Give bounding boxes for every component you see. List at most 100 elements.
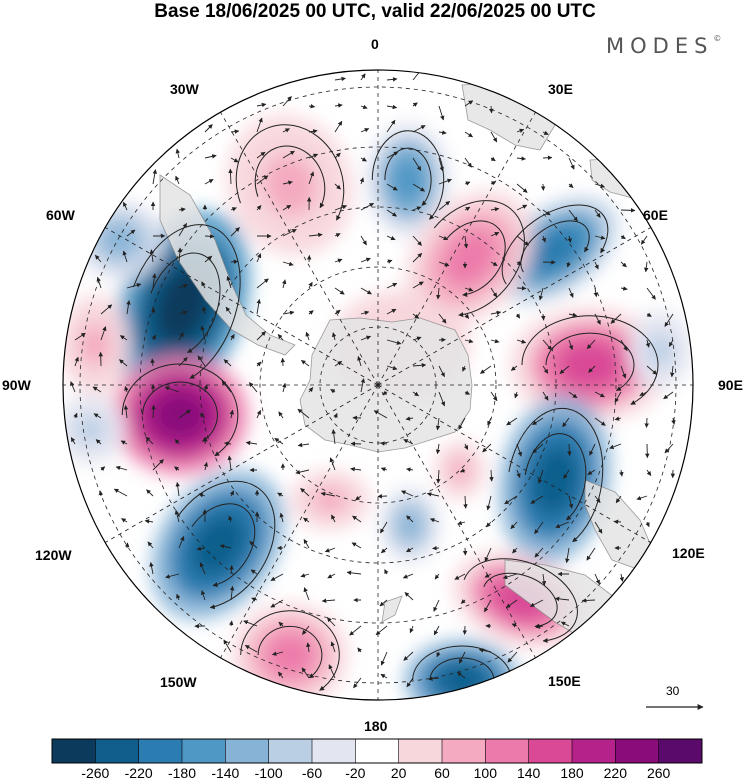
wind-vector (204, 179, 214, 185)
wind-vector (434, 573, 440, 580)
wind-vector (282, 128, 290, 133)
wind-vector (490, 261, 498, 266)
wind-vector (619, 573, 624, 582)
wind-vector (334, 76, 346, 82)
wind-vector (594, 573, 600, 585)
lon-label-90w: 90W (2, 377, 31, 393)
wind-vector (278, 621, 284, 627)
wind-vector (126, 300, 131, 315)
colorbar-swatch (52, 739, 96, 763)
wind-vector (534, 547, 544, 558)
wind-vector (490, 310, 502, 316)
wind-vector (151, 307, 156, 315)
wind-vector (308, 281, 313, 289)
wind-vector (646, 312, 652, 317)
wind-vector (308, 310, 314, 315)
wind-vector (542, 391, 549, 401)
wind-vector (484, 573, 492, 578)
wind-vector (151, 334, 156, 341)
wind-vector (321, 598, 336, 603)
streamline (520, 220, 590, 273)
wind-vector (250, 569, 258, 575)
wind-vector (164, 386, 180, 393)
map-border (62, 69, 694, 701)
wind-vector (541, 573, 547, 586)
wind-vector (373, 410, 388, 419)
wind-vector (270, 573, 284, 581)
wind-vector (329, 457, 336, 471)
wind-vector (244, 645, 258, 653)
wind-vector (463, 495, 468, 509)
wind-vector (334, 287, 345, 295)
wind-vector (174, 438, 180, 445)
wind-vector (386, 339, 402, 345)
wind-vector (438, 235, 449, 241)
wind-vector (412, 363, 427, 368)
wind-vector (301, 359, 310, 367)
wind-vector (490, 391, 498, 402)
wind-vector (438, 178, 452, 185)
wind-vector (360, 104, 368, 110)
wind-vector (386, 104, 398, 110)
wind-vector (174, 466, 180, 471)
wind-vector (360, 202, 374, 211)
wind-vector (663, 391, 674, 400)
wind-vector (256, 151, 266, 159)
wind-vector (245, 440, 258, 446)
wind-vector (243, 620, 258, 627)
wind-vector (352, 515, 362, 523)
colorbar-tick-label: -100 (254, 765, 283, 781)
streamline (371, 130, 445, 220)
streamline (191, 503, 256, 588)
wind-vector (615, 495, 622, 504)
wind-vector (282, 180, 293, 185)
wind-vector (295, 469, 310, 475)
wind-vector (297, 442, 310, 448)
wind-vector (256, 361, 262, 367)
wind-vector (333, 412, 338, 419)
wind-vector (360, 257, 371, 263)
streamline (524, 433, 587, 521)
wind-vector (256, 331, 266, 341)
lon-label-120e: 120E (672, 545, 705, 561)
wind-vector (271, 651, 284, 656)
streamline (150, 252, 221, 353)
wind-vector (486, 521, 492, 528)
wind-vector (152, 169, 158, 185)
wind-vector (230, 157, 239, 163)
wind-vector (462, 365, 467, 372)
wind-vector (256, 253, 262, 263)
colorbar-swatch (398, 739, 443, 763)
wind-vector (464, 100, 474, 107)
colorbar-tick-label: 180 (560, 765, 584, 781)
modes-logo: MODES© (606, 34, 722, 58)
wind-vector (282, 261, 294, 267)
wind-vector (277, 492, 284, 497)
wind-vector (515, 313, 521, 319)
wind-vector (563, 469, 570, 480)
anomaly-blob (112, 355, 248, 475)
streamline (240, 610, 340, 691)
wind-vector (334, 120, 343, 133)
lon-label-60e: 60E (643, 207, 668, 223)
wind-vector (360, 287, 372, 295)
wind-vector (594, 183, 605, 188)
wind-vector (150, 358, 155, 367)
wind-vector (502, 573, 518, 580)
wind-vector (566, 261, 571, 268)
colorbar-swatch (528, 739, 573, 763)
wind-vector (594, 417, 606, 426)
wind-vector (386, 308, 397, 315)
wind-vector (620, 286, 628, 291)
wind-vector (516, 286, 527, 291)
wind-vector (178, 283, 188, 289)
wind-vector (516, 339, 527, 344)
anomaly-blob (226, 114, 354, 256)
wind-vector (516, 156, 526, 161)
wind-vector (594, 495, 601, 503)
reference-vector-label: 30 (666, 684, 680, 698)
wind-vector (640, 235, 648, 245)
wind-vector (113, 488, 128, 497)
wind-vector (178, 207, 186, 212)
